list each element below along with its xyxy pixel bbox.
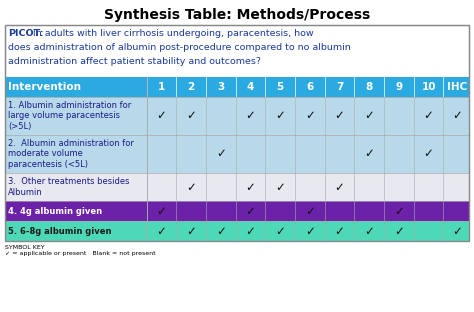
Text: administration affect patient stability and outcomes?: administration affect patient stability … [8, 57, 261, 66]
Text: ✓: ✓ [216, 225, 226, 237]
Text: ✓: ✓ [305, 110, 315, 123]
Text: ✓: ✓ [216, 148, 226, 160]
Text: 10: 10 [421, 82, 436, 92]
Text: ✓: ✓ [246, 225, 255, 237]
Text: ✓: ✓ [424, 148, 434, 160]
Bar [5, 201, 469, 221]
Text: 9: 9 [395, 82, 402, 92]
Text: 4: 4 [247, 82, 254, 92]
Text: 1: 1 [158, 82, 165, 92]
Text: ✓: ✓ [186, 110, 196, 123]
Text: SYMBOL KEY
✓ = applicable or present   Blank = not present: SYMBOL KEY ✓ = applicable or present Bla… [5, 245, 155, 256]
Bar [5, 25, 469, 77]
Text: ✓: ✓ [453, 110, 462, 123]
Text: Intervention: Intervention [8, 82, 81, 92]
Text: ✓: ✓ [305, 225, 315, 237]
Text: ✓: ✓ [394, 204, 404, 217]
Bar [5, 173, 469, 201]
Text: Synthesis Table: Methods/Process: Synthesis Table: Methods/Process [104, 8, 370, 22]
Bar [5, 97, 469, 135]
Text: 4. 4g albumin given: 4. 4g albumin given [8, 207, 102, 216]
Text: does administration of albumin post-procedure compared to no albumin: does administration of albumin post-proc… [8, 43, 351, 52]
Text: ✓: ✓ [156, 204, 166, 217]
Text: ✓: ✓ [305, 204, 315, 217]
Text: ✓: ✓ [186, 181, 196, 193]
Text: In adults with liver cirrhosis undergoing, paracentesis, how: In adults with liver cirrhosis undergoin… [30, 29, 314, 38]
Bar [5, 25, 469, 241]
Text: 5. 6-8g albumin given: 5. 6-8g albumin given [8, 227, 111, 236]
Text: ✓: ✓ [156, 225, 166, 237]
Text: ✓: ✓ [365, 225, 374, 237]
Text: ✓: ✓ [424, 110, 434, 123]
Text: 1. Albumin administration for
large volume paracentesis
(>5L): 1. Albumin administration for large volu… [8, 101, 131, 131]
Text: ✓: ✓ [394, 225, 404, 237]
Text: 2.  Albumin administration for
moderate volume
paracentesis (<5L): 2. Albumin administration for moderate v… [8, 139, 134, 169]
Text: 3.  Other treatments besides
Albumin: 3. Other treatments besides Albumin [8, 177, 129, 197]
Bar [5, 221, 469, 241]
Text: 2: 2 [187, 82, 195, 92]
Text: 8: 8 [365, 82, 373, 92]
Text: ✓: ✓ [365, 110, 374, 123]
Text: PICOT:: PICOT: [8, 29, 44, 38]
Text: ✓: ✓ [275, 110, 285, 123]
Bar [5, 77, 469, 97]
Text: IHC: IHC [447, 82, 467, 92]
Bar [5, 135, 469, 173]
Text: ✓: ✓ [365, 148, 374, 160]
Text: ✓: ✓ [246, 110, 255, 123]
Text: ✓: ✓ [246, 181, 255, 193]
Text: ✓: ✓ [156, 110, 166, 123]
Text: 3: 3 [217, 82, 224, 92]
Text: 5: 5 [276, 82, 284, 92]
Text: 7: 7 [336, 82, 343, 92]
Text: 6: 6 [306, 82, 313, 92]
Text: ✓: ✓ [186, 225, 196, 237]
Text: ✓: ✓ [453, 225, 462, 237]
Text: ✓: ✓ [335, 181, 345, 193]
Text: ✓: ✓ [275, 181, 285, 193]
Text: ✓: ✓ [275, 225, 285, 237]
Text: ✓: ✓ [335, 225, 345, 237]
Text: ✓: ✓ [335, 110, 345, 123]
Text: ✓: ✓ [246, 204, 255, 217]
